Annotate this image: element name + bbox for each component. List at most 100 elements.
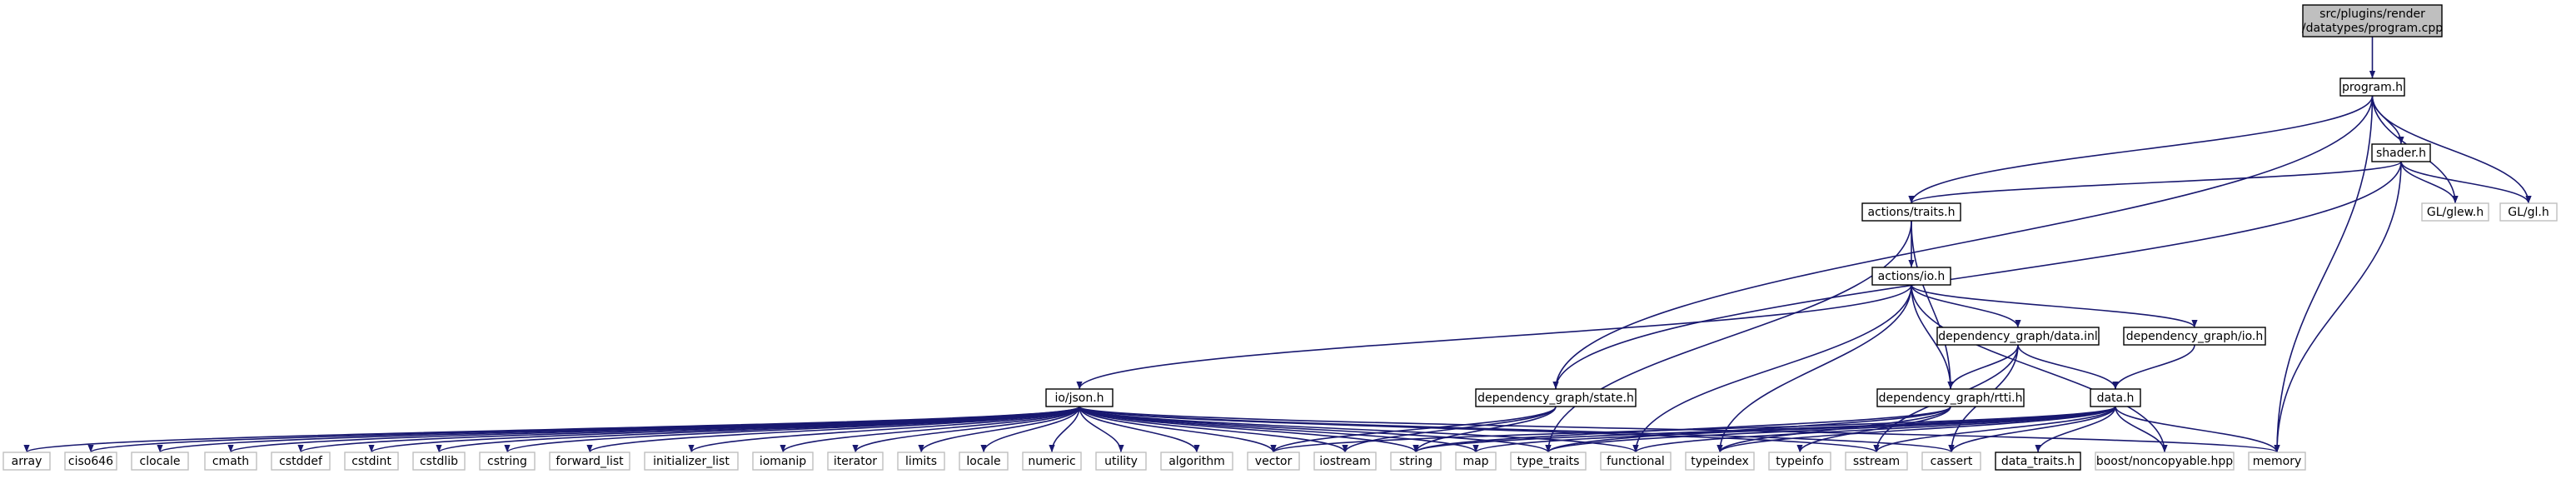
- edge-io-json-h-to-algorithm: [1079, 406, 1200, 453]
- node-initializer-list[interactable]: initializer_list: [644, 452, 739, 471]
- edge-io-json-h-to-type-traits: [1079, 406, 1552, 453]
- node-boost-noncopyable[interactable]: boost/noncopyable.hpp: [2095, 452, 2235, 471]
- edge-data-h-to-boost-noncopyable: [2115, 406, 2168, 453]
- node-gl-glew-h[interactable]: GL/glew.h: [2421, 202, 2489, 222]
- edge-shader-h-to-actions-traits-h: [1908, 161, 2402, 204]
- node-clocale[interactable]: clocale: [131, 452, 189, 471]
- edge-io-json-h-to-iomanip: [780, 406, 1080, 453]
- edge-io-json-h-to-utility: [1079, 406, 1124, 453]
- edge-io-json-h-to-initializer-list: [688, 406, 1080, 453]
- edge-io-json-h-to-cmath: [227, 406, 1080, 453]
- edge-io-json-h-to-functional: [1079, 406, 1639, 453]
- dependency-edges: [23, 37, 2532, 453]
- node-limits[interactable]: limits: [897, 452, 945, 471]
- node-io-json-h[interactable]: io/json.h: [1045, 388, 1114, 407]
- edge-actions-io-h-to-dg-io-h: [1911, 284, 2198, 328]
- node-cstdlib-label: cstdlib: [420, 455, 458, 468]
- node-sstream[interactable]: sstream: [1845, 452, 1908, 471]
- edge-io-json-h-to-vector: [1079, 406, 1277, 453]
- node-cstdlib[interactable]: cstdlib: [412, 452, 466, 471]
- edge-data-h-to-functional: [1632, 406, 2116, 453]
- node-data-traits-h[interactable]: data_traits.h: [1995, 452, 2081, 471]
- node-cstdint-label: cstdint: [351, 455, 391, 468]
- node-typeindex[interactable]: typeindex: [1685, 452, 1755, 471]
- node-locale[interactable]: locale: [959, 452, 1009, 471]
- edge-program-h-to-dg-state-h: [1552, 95, 2374, 390]
- node-array-label: array: [12, 455, 42, 468]
- edge-data-h-to-data-traits-h: [2035, 406, 2116, 453]
- node-numeric[interactable]: numeric: [1022, 452, 1082, 471]
- edge-io-json-h-to-iterator: [852, 406, 1080, 453]
- edge-io-json-h-to-forward-list: [586, 406, 1080, 453]
- edge-io-json-h-to-cassert: [1079, 406, 1955, 453]
- node-shader-h-label: shader.h: [2376, 147, 2426, 160]
- node-iostream[interactable]: iostream: [1313, 452, 1377, 471]
- edge-dg-data-inl-to-dg-rtti-h: [1947, 344, 2019, 390]
- node-sstream-label: sstream: [1853, 455, 1900, 468]
- node-cstring[interactable]: cstring: [479, 452, 536, 471]
- edge-dg-data-inl-to-data-h: [2017, 344, 2119, 390]
- edge-data-h-to-memory: [2115, 406, 2280, 453]
- node-actions-traits-h[interactable]: actions/traits.h: [1861, 202, 1961, 222]
- node-iterator-label: iterator: [834, 455, 877, 468]
- node-utility-label: utility: [1104, 455, 1138, 468]
- edge-io-json-h-to-string: [1079, 406, 1419, 453]
- node-cstring-label: cstring: [487, 455, 527, 468]
- node-cstddef[interactable]: cstddef: [271, 452, 331, 471]
- node-map-label: map: [1462, 455, 1488, 468]
- node-gl-glew-h-label: GL/glew.h: [2427, 206, 2484, 219]
- edge-actions-io-h-to-io-json-h: [1076, 284, 1912, 390]
- node-actions-traits-h-label: actions/traits.h: [1868, 206, 1956, 219]
- node-string[interactable]: string: [1390, 452, 1442, 471]
- node-program-cpp-line-2: /datatypes/program.cpp: [2302, 22, 2443, 35]
- node-cmath[interactable]: cmath: [204, 452, 257, 471]
- node-cassert[interactable]: cassert: [1921, 452, 1981, 471]
- node-forward-list[interactable]: forward_list: [549, 452, 630, 471]
- node-dependency-graph-rtti-h[interactable]: dependency_graph/rtti.h: [1876, 388, 2025, 407]
- node-iomanip[interactable]: iomanip: [752, 452, 814, 471]
- edge-data-h-to-sstream: [1873, 406, 2116, 453]
- node-actions-io-h-label: actions/io.h: [1878, 270, 1946, 283]
- node-vector[interactable]: vector: [1247, 452, 1300, 471]
- node-dependency-graph-data-inl[interactable]: dependency_graph/data.inl: [1936, 327, 2100, 346]
- edge-actions-io-h-to-dg-data-inl: [1911, 284, 2021, 328]
- svg-text:/datatypes/program.cpp: /datatypes/program.cpp: [2302, 22, 2443, 35]
- node-program-cpp[interactable]: src/plugins/render /datatypes/program.cp…: [2302, 4, 2443, 37]
- node-numeric-label: numeric: [1028, 455, 1075, 468]
- node-gl-gl-h-label: GL/gl.h: [2508, 206, 2549, 219]
- node-algorithm[interactable]: algorithm: [1160, 452, 1233, 471]
- node-dependency-graph-io-h[interactable]: dependency_graph/io.h: [2123, 327, 2266, 346]
- node-gl-gl-h[interactable]: GL/gl.h: [2499, 202, 2558, 222]
- dependency-nodes: src/plugins/render /datatypes/program.cp…: [2, 4, 2558, 471]
- node-shader-h[interactable]: shader.h: [2371, 143, 2431, 162]
- node-utility[interactable]: utility: [1095, 452, 1147, 471]
- node-ciso646[interactable]: ciso646: [64, 452, 117, 471]
- edge-io-json-h-to-numeric: [1049, 406, 1080, 453]
- node-cstdint[interactable]: cstdint: [344, 452, 399, 471]
- edge-data-h-to-vector: [1270, 406, 2116, 453]
- node-ciso646-label: ciso646: [68, 455, 113, 468]
- node-boost-noncopyable-label: boost/noncopyable.hpp: [2096, 455, 2233, 468]
- node-iostream-label: iostream: [1319, 455, 1371, 468]
- node-program-h-label: program.h: [2342, 81, 2403, 94]
- node-iterator[interactable]: iterator: [827, 452, 884, 471]
- edge-dg-state-h-to-string: [1413, 406, 1557, 453]
- node-map[interactable]: map: [1455, 452, 1497, 471]
- node-data-h[interactable]: data.h: [2090, 388, 2141, 407]
- node-forward-list-label: forward_list: [556, 455, 624, 468]
- node-functional[interactable]: functional: [1600, 452, 1672, 471]
- node-memory[interactable]: memory: [2248, 452, 2306, 471]
- node-typeinfo[interactable]: typeinfo: [1768, 452, 1831, 471]
- edge-io-json-h-to-iostream: [1079, 406, 1348, 453]
- node-dependency-graph-state-h[interactable]: dependency_graph/state.h: [1475, 388, 1637, 407]
- node-cassert-label: cassert: [1931, 455, 1973, 468]
- node-program-cpp-line-1: src/plugins/render: [2319, 7, 2425, 21]
- node-actions-io-h[interactable]: actions/io.h: [1871, 267, 1951, 286]
- node-array[interactable]: array: [2, 452, 51, 471]
- node-program-h[interactable]: program.h: [2339, 77, 2405, 97]
- edge-io-json-h-to-clocale: [157, 406, 1080, 453]
- node-type-traits[interactable]: type_traits: [1510, 452, 1587, 471]
- edge-data-h-to-typeindex: [1717, 406, 2116, 453]
- node-locale-label: locale: [966, 455, 1000, 468]
